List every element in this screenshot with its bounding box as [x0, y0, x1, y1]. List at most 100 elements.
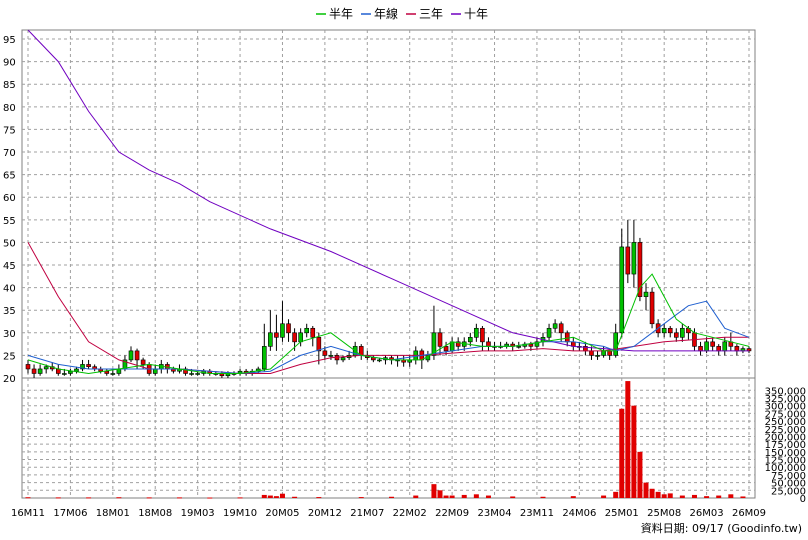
candle-body	[486, 341, 491, 347]
legend-label: 三年	[419, 7, 443, 21]
candle-body	[286, 323, 291, 334]
candle-body	[31, 368, 37, 374]
candle	[546, 323, 552, 342]
volume-bar	[570, 496, 576, 498]
candle	[631, 219, 637, 288]
volume-bar	[740, 496, 746, 498]
volume-bar	[261, 494, 267, 498]
price-tick-label: 55	[3, 216, 16, 227]
price-tick-label: 45	[3, 261, 16, 272]
price-tick-label: 20	[3, 374, 16, 385]
volume-bar	[267, 495, 273, 498]
volume-tick-label: 350,000	[765, 386, 806, 397]
candle-body	[704, 341, 709, 352]
candle-body	[601, 350, 606, 356]
candle-body	[698, 346, 703, 352]
candle-body	[613, 332, 619, 356]
volume-bar	[625, 381, 631, 498]
legend-label: 年線	[374, 6, 398, 21]
volume-bar	[704, 496, 710, 498]
volume-tick-label: 200,000	[765, 432, 806, 443]
candle-body	[371, 357, 376, 361]
candle-body	[140, 359, 146, 365]
x-tick-label: 18M08	[138, 508, 172, 519]
candle-body	[322, 350, 328, 356]
price-tick-label: 85	[3, 80, 16, 91]
candle	[304, 323, 310, 338]
volume-bar	[637, 451, 643, 498]
volume-bar	[631, 405, 637, 498]
legend-label: 十年	[464, 7, 488, 21]
candle-body	[431, 332, 437, 356]
candle-body	[274, 332, 279, 338]
ma-line-十年	[27, 29, 749, 352]
volume-bar	[643, 482, 649, 498]
volume-bar	[413, 495, 419, 498]
candle	[328, 350, 334, 360]
candle	[552, 319, 558, 333]
candle-body	[589, 350, 594, 356]
candle	[43, 364, 49, 374]
candle	[437, 328, 443, 356]
x-axis: 16M11 17M06 18M01 18M08 19M03 19M10 20M05 20M12…	[11, 508, 766, 519]
candle-body	[62, 373, 67, 375]
candle-body	[74, 368, 79, 372]
legend-item: 半年	[316, 7, 353, 21]
volume-bar	[485, 495, 491, 498]
price-tick-label: 35	[3, 306, 16, 317]
volume-bar	[292, 496, 298, 498]
chart-legend: 半年 年線 三年 十年	[316, 6, 488, 21]
candle	[558, 321, 564, 342]
volume-bar	[510, 496, 516, 498]
price-tick-label: 30	[3, 329, 16, 340]
x-tick-label: 26M03	[690, 508, 724, 519]
volume-tick-label: 175,000	[765, 440, 806, 451]
volume-bar	[207, 497, 213, 499]
volume-bar	[619, 408, 625, 498]
candle	[619, 228, 625, 338]
candle-body	[86, 364, 91, 368]
candle-body	[280, 323, 285, 338]
volume-bar	[461, 494, 467, 498]
candle-body	[110, 373, 116, 375]
candle-body	[680, 327, 685, 338]
price-tick-label: 40	[3, 284, 16, 295]
candle-body	[534, 341, 540, 347]
volume-tick-label: 250,000	[765, 417, 806, 428]
x-tick-label: 19M10	[223, 508, 257, 519]
x-tick-label: 23M04	[477, 508, 511, 519]
candle-body	[25, 364, 31, 370]
volume-bar	[443, 495, 449, 498]
volume-tick-label: 50,000	[771, 479, 806, 490]
price-axis: 20 25 30 35 40 45 50 55 60 65 70 75 80 85 90 95	[3, 35, 16, 385]
candle-body	[467, 337, 473, 343]
volume-bar	[540, 496, 546, 498]
volume-bar	[691, 494, 697, 498]
candle-body	[455, 341, 461, 347]
volume-bar	[728, 494, 734, 498]
legend-label: 半年	[329, 7, 353, 21]
candle-body	[631, 242, 637, 275]
candle-body	[128, 350, 134, 361]
candle-body	[43, 366, 49, 370]
candle-body	[480, 327, 485, 343]
price-tick-label: 60	[3, 193, 16, 204]
candle-body	[722, 341, 728, 352]
candle	[649, 287, 655, 329]
volume-tick-label: 0	[800, 494, 806, 505]
candle	[80, 359, 85, 372]
candle	[280, 301, 285, 342]
volume-bar	[613, 491, 619, 498]
volume-bar	[679, 495, 685, 498]
candle	[268, 310, 273, 351]
volume-bar	[55, 497, 61, 499]
candle-body	[528, 343, 534, 347]
candle	[310, 326, 316, 347]
volume-bar	[389, 496, 395, 498]
volume-tick-label: 125,000	[765, 456, 806, 467]
volume-tick-label: 150,000	[765, 448, 806, 459]
x-tick-label: 21M07	[350, 508, 384, 519]
candle-body	[710, 341, 715, 347]
candle-body	[558, 323, 564, 334]
candle	[274, 314, 279, 351]
